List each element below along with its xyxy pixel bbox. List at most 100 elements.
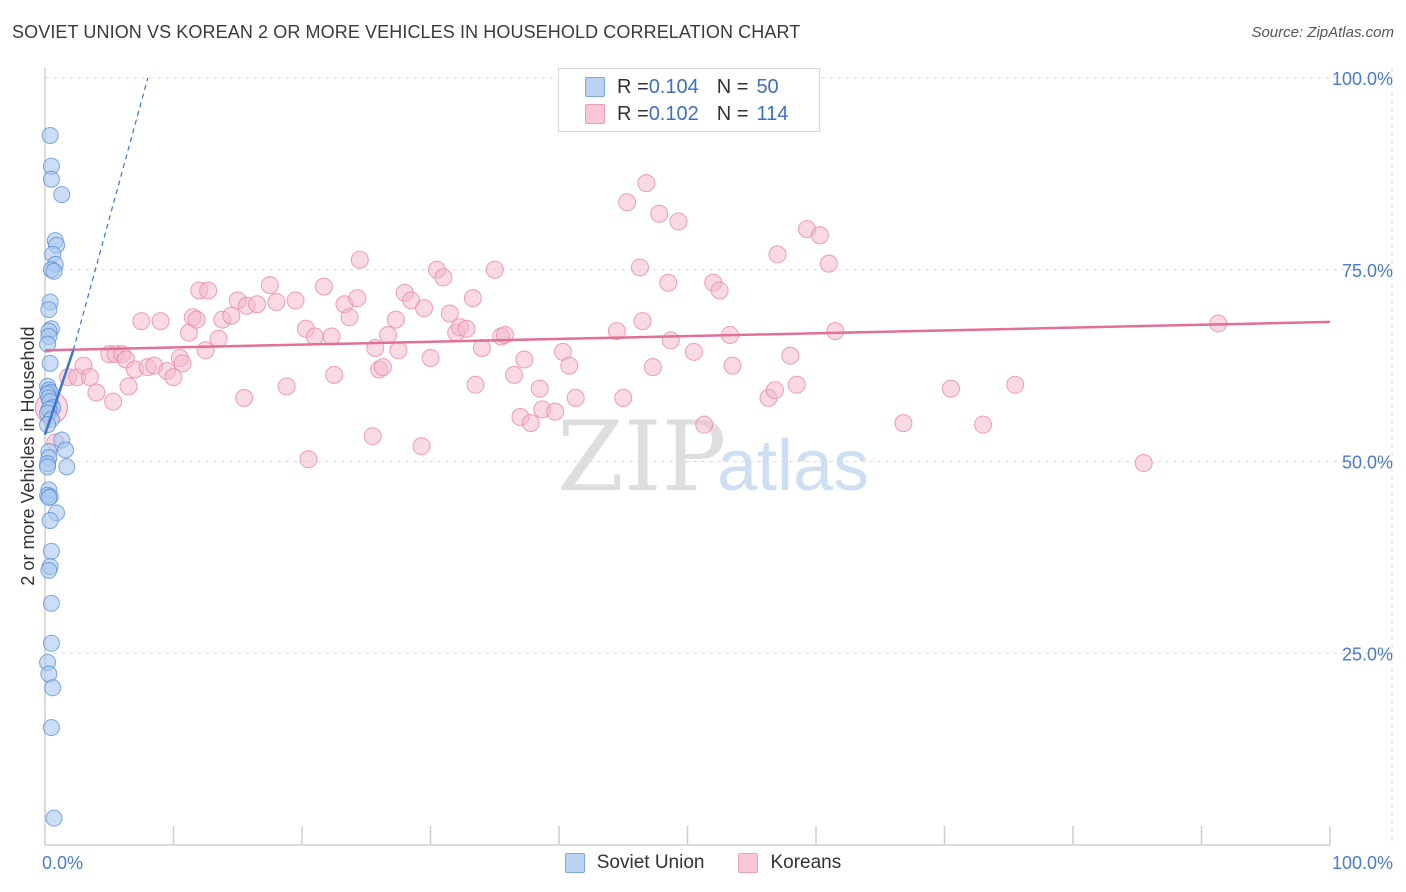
korean-point <box>723 356 742 375</box>
bottom-legend-korean: Koreans <box>738 852 841 874</box>
korean-point <box>379 325 398 344</box>
soviet-point <box>45 262 63 280</box>
korean-point <box>314 277 333 296</box>
soviet-point <box>45 809 63 827</box>
korean-point <box>546 402 565 421</box>
bottom-korean-swatch <box>738 853 759 873</box>
soviet-point <box>39 458 57 476</box>
soviet-point <box>58 458 76 476</box>
legend-row-korean: R = 0.102 N = 114 <box>585 102 788 126</box>
korean-point <box>659 273 678 292</box>
korean-point <box>684 342 703 361</box>
korean-point <box>457 319 476 338</box>
korean-point <box>810 226 829 245</box>
korean-r-label: R = <box>617 102 649 125</box>
korean-point <box>765 381 784 400</box>
soviet-point <box>42 542 60 560</box>
legend-row-soviet: R = 0.104 N = 50 <box>585 75 779 99</box>
soviet-point <box>42 719 60 737</box>
trend-layer <box>43 77 1331 436</box>
korean-point <box>440 304 459 323</box>
soviet-point <box>57 441 75 459</box>
korean-point <box>260 276 279 295</box>
korean-point <box>373 358 392 377</box>
bottom-soviet-label: Soviet Union <box>596 852 705 873</box>
korean-point <box>515 350 534 369</box>
korean-point <box>235 388 254 407</box>
korean-point <box>669 212 688 231</box>
korean-point <box>530 379 549 398</box>
korean-point <box>614 388 633 407</box>
korean-point <box>299 450 318 469</box>
korean-point <box>325 365 344 384</box>
korean-point <box>305 327 324 346</box>
korean-n-label: N = <box>716 102 749 125</box>
korean-point <box>941 379 960 398</box>
korean-point <box>87 383 106 402</box>
y-tick-label: 100.0% <box>1332 69 1393 89</box>
korean-point <box>974 415 993 434</box>
korean-point <box>363 427 382 446</box>
soviet-trend-line <box>43 349 75 436</box>
soviet-n-value: 50 <box>756 75 779 98</box>
korean-point <box>643 358 662 377</box>
korean-point <box>463 289 482 308</box>
soviet-r-value: 0.104 <box>648 75 699 98</box>
korean-point <box>466 375 485 394</box>
bottom-soviet-swatch <box>564 853 585 873</box>
korean-r-value: 0.102 <box>648 102 699 125</box>
korean-point <box>222 306 241 325</box>
korean-n-value: 114 <box>756 102 789 125</box>
bottom-legend-soviet: Soviet Union <box>564 852 705 874</box>
y-tick-label: 75.0% <box>1342 261 1393 281</box>
korean-point <box>119 377 138 396</box>
korean-point <box>768 245 787 264</box>
soviet-point <box>41 512 59 530</box>
korean-point <box>695 415 714 434</box>
soviet-point <box>41 127 59 145</box>
korean-point <box>781 346 800 365</box>
korean-point <box>819 254 838 273</box>
korean-point <box>485 260 504 279</box>
soviet-swatch <box>585 77 605 97</box>
korean-point <box>248 295 267 314</box>
soviet-r-label: R = <box>617 75 649 98</box>
korean-point <box>386 310 405 329</box>
bottom-korean-label: Koreans <box>770 852 842 873</box>
korean-point <box>566 388 585 407</box>
korean-point <box>560 356 579 375</box>
korean-point <box>630 258 649 277</box>
soviet-point <box>44 679 62 697</box>
korean-trend-line <box>44 320 1331 352</box>
korean-point <box>787 375 806 394</box>
soviet-point <box>40 489 58 507</box>
korean-point <box>1006 375 1025 394</box>
y-tick-label: 25.0% <box>1342 644 1393 664</box>
soviet-point <box>42 170 60 188</box>
korean-point <box>607 322 626 341</box>
korean-point <box>164 368 183 387</box>
soviet-point <box>40 301 58 319</box>
soviet-points <box>39 127 76 827</box>
x-tick-label: 0.0% <box>42 853 83 873</box>
korean-point <box>415 299 434 318</box>
korean-point <box>267 292 286 311</box>
soviet-trend-extension <box>72 77 149 351</box>
korean-point <box>1134 454 1153 473</box>
korean-point <box>637 174 656 193</box>
korean-point <box>389 341 408 360</box>
korean-point <box>650 204 669 223</box>
soviet-point <box>42 634 60 652</box>
soviet-point <box>53 186 71 204</box>
korean-point <box>286 291 305 310</box>
korean-point <box>340 308 359 327</box>
korean-swatch <box>585 104 605 124</box>
watermark-atlas: atlas <box>717 426 869 506</box>
korean-point <box>104 392 123 411</box>
soviet-point <box>40 561 58 579</box>
korean-point <box>710 281 729 300</box>
korean-point <box>132 312 151 331</box>
chart-title: SOVIET UNION VS KOREAN 2 OR MORE VEHICLE… <box>12 22 801 42</box>
korean-point <box>633 312 652 331</box>
